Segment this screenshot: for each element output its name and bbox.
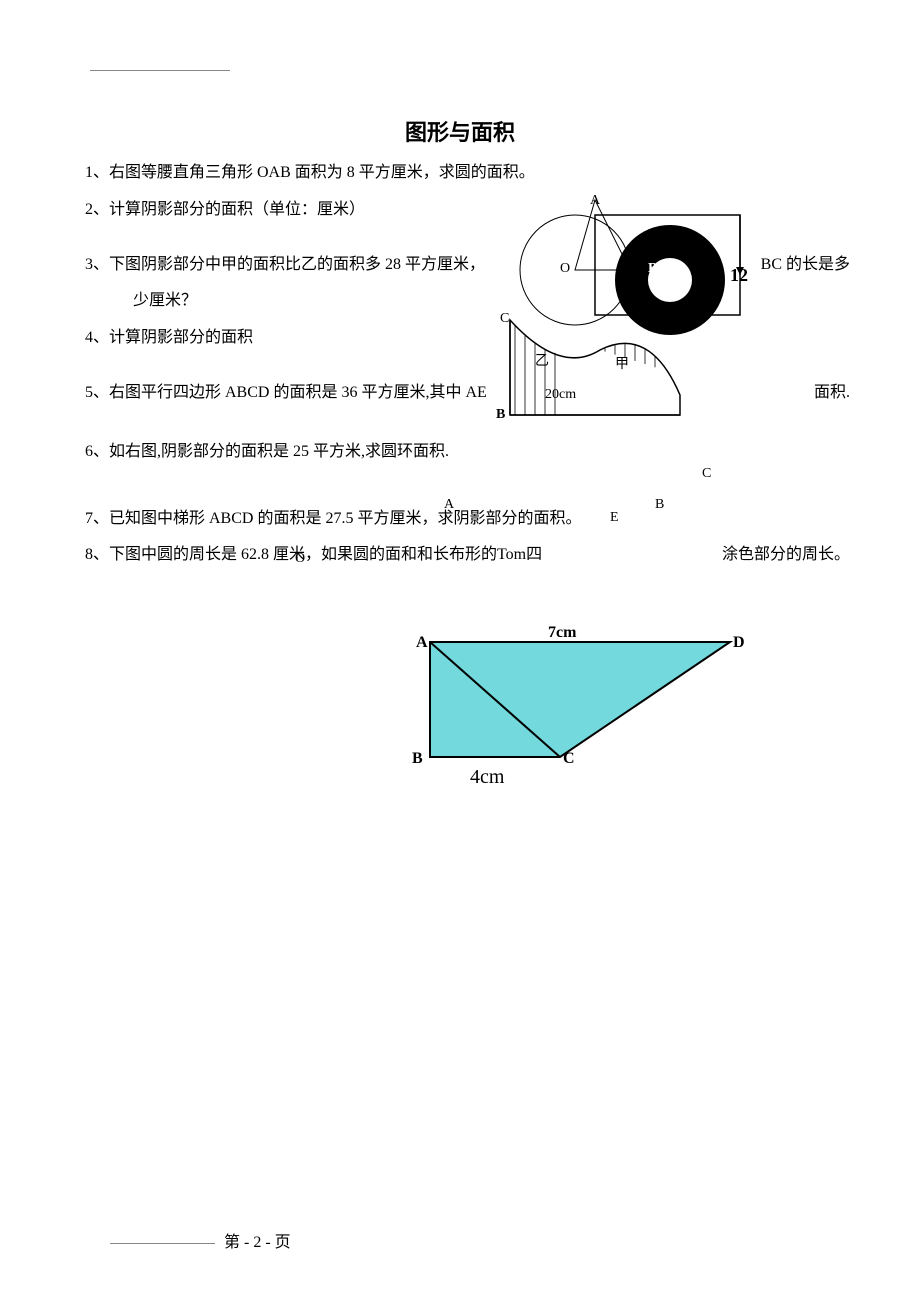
label-o-float: O (295, 551, 305, 567)
question-8: 8、下图中圆的周长是 62.8 厘米，如果圆的面和和长布形的Tom四 (85, 537, 542, 574)
triangle-diagram: A D 7cm B C 4cm (420, 632, 760, 792)
tri-label-a: A (416, 634, 428, 652)
tri-label-4cm: 4cm (470, 766, 504, 789)
question-3-right: BC 的长是多 (761, 247, 850, 284)
label-o: O (560, 261, 570, 277)
header-rule (90, 70, 230, 71)
tri-label-d: D (733, 634, 745, 652)
label-jia: 甲 (615, 353, 629, 373)
question-5-right: 面积. (814, 375, 850, 412)
page-title: 图形与面积 (0, 115, 920, 147)
question-7: 7、已知图中梯形 ABCD 的面积是 27.5 平方厘米，求阴影部分的面积。 (85, 501, 850, 538)
label-12: 12 (730, 265, 748, 286)
question-6: 6、如右图,阴影部分的面积是 25 平方米,求圆环面积. (85, 434, 850, 471)
label-a-float: A (444, 497, 454, 513)
label-b-float: B (655, 497, 664, 513)
label-20cm: 20cm (545, 387, 576, 403)
label-c-float: C (702, 466, 711, 482)
footer-text: 第 - 2 - 页 (224, 1234, 291, 1251)
tri-label-b: B (412, 750, 423, 768)
label-b-inner: B (648, 261, 657, 277)
question-8-right: 涂色部分的周长。 (722, 537, 850, 574)
question-1: 1、右图等腰直角三角形 OAB 面积为 8 平方厘米，求圆的面积。 (85, 155, 850, 192)
label-a: A (590, 193, 600, 209)
figures-cluster: A O B 12 C 乙 甲 20cm B (500, 195, 760, 425)
label-yi: 乙 (535, 350, 549, 370)
page-footer: 第 - 2 - 页 (110, 1228, 291, 1252)
tri-label-c: C (563, 750, 575, 768)
tri-label-7cm: 7cm (548, 624, 576, 642)
footer-rule (110, 1243, 215, 1244)
question-3a: 3、下图阴影部分中甲的面积比乙的面积多 28 平方厘米， (85, 247, 485, 284)
question-5: 5、右图平行四边形 ABCD 的面积是 36 平方厘米,其中 AE (85, 375, 487, 412)
label-e-float: E (610, 510, 619, 526)
label-c: C (500, 311, 509, 327)
label-b-lower: B (496, 407, 505, 423)
